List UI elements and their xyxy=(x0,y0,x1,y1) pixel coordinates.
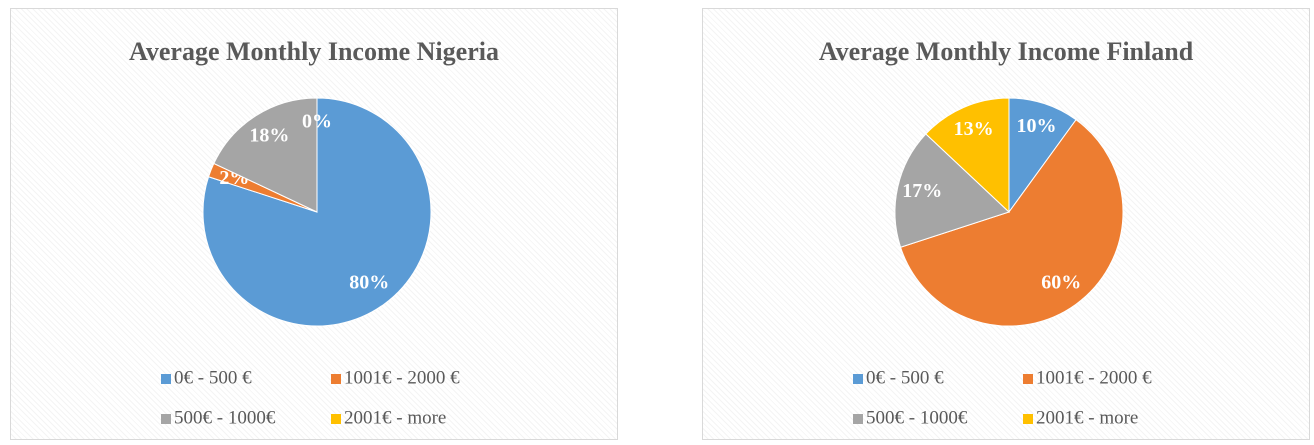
pie-slice xyxy=(202,97,432,327)
legend-label: 2001€ - more xyxy=(1036,407,1138,428)
legend-label: 2001€ - more xyxy=(344,407,446,428)
data-label: 13% xyxy=(954,118,994,140)
data-label: 18% xyxy=(249,125,289,147)
legend-label: 500€ - 1000€ xyxy=(866,407,968,428)
legend-swatch xyxy=(331,414,341,424)
pie-slice xyxy=(213,97,318,213)
legend-label: 1001€ - 2000 € xyxy=(344,367,460,388)
chart-panel: Average Monthly Income Finland 10% 60% 17% 1… xyxy=(702,8,1310,440)
data-label: 10% xyxy=(1016,115,1056,137)
chart-panel: Average Monthly Income Nigeria 80% 2% 18% 0%… xyxy=(10,8,618,440)
legend-swatch xyxy=(1023,374,1033,384)
chart: Average Monthly Income Nigeria80%2%18%0%… xyxy=(129,37,499,428)
legend-swatch xyxy=(1023,414,1033,424)
legend-label: 0€ - 500 € xyxy=(174,367,252,388)
data-label: 60% xyxy=(1041,272,1081,294)
pie-slice xyxy=(925,97,1010,214)
legend-label: 500€ - 1000€ xyxy=(174,407,276,428)
chart-title: Average Monthly Income Nigeria xyxy=(129,37,499,66)
legend-swatch xyxy=(853,374,863,384)
data-label: 17% xyxy=(902,180,942,202)
data-label: 0% xyxy=(302,111,332,133)
pie-slice xyxy=(1008,97,1077,214)
legend-swatch xyxy=(161,414,171,424)
pie-slice xyxy=(899,119,1124,327)
pie-slice xyxy=(894,133,1010,248)
legend-label: 1001€ - 2000 € xyxy=(1036,367,1152,388)
legend-swatch xyxy=(853,414,863,424)
legend-swatch xyxy=(161,374,171,384)
legend-swatch xyxy=(331,374,341,384)
chart-title: Average Monthly Income Finland xyxy=(819,37,1194,66)
legend-label: 0€ - 500 € xyxy=(866,367,944,388)
chart: Average Monthly Income Finland 10% 60% 17% 1… xyxy=(819,37,1194,428)
data-label: 80% xyxy=(349,272,389,294)
